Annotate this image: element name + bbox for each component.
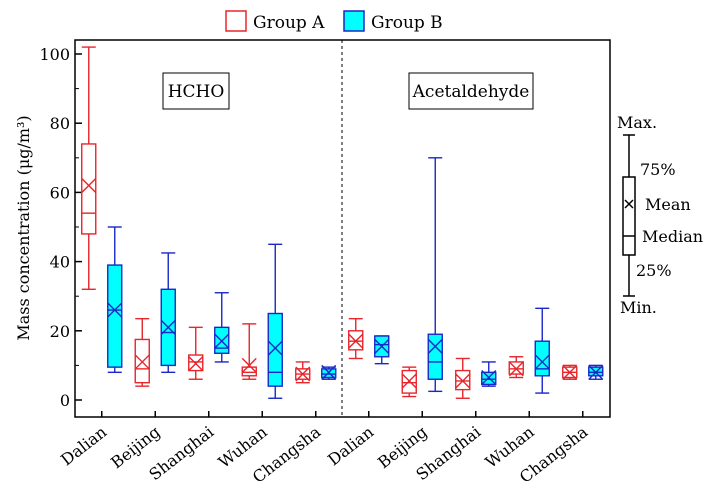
box-legend-q1: 25% — [636, 261, 672, 280]
box-group-b-dalian — [374, 335, 390, 365]
box-group-a-shanghai — [455, 357, 471, 399]
box-group-a-changsha — [295, 361, 311, 384]
x-tick-label: Dalian — [57, 422, 110, 469]
box-legend-q3: 75% — [640, 160, 676, 179]
box-group-a-wuhan — [508, 356, 524, 379]
box-group-a-changsha — [562, 364, 578, 380]
x-tick-label: Dalian — [324, 422, 377, 469]
box-legend-median: Median — [642, 227, 703, 246]
series-legend: Group A Group B — [225, 10, 443, 33]
mean-marker — [321, 364, 337, 380]
box-group-b-wuhan — [267, 243, 283, 399]
legend-swatch-group-b — [343, 10, 365, 32]
mean-marker — [267, 340, 283, 356]
box-legend: Max. 75% Mean Median 25% Min. — [617, 113, 703, 317]
svg-text:Acetaldehyde: Acetaldehyde — [412, 82, 530, 102]
legend-label-group-a: Group A — [253, 13, 325, 33]
panel-label-acetaldehyde: Acetaldehyde — [408, 72, 534, 110]
box-group-b-dalian — [107, 226, 123, 374]
box-group-a-beijing — [134, 317, 150, 387]
svg-text:HCHO: HCHO — [168, 82, 225, 102]
y-axis: 0 20 40 60 80 100 — [39, 45, 82, 410]
y-tick-label: 60 — [50, 183, 70, 202]
y-tick-label: 40 — [50, 253, 70, 272]
box-iqr — [267, 312, 283, 387]
mean-marker — [188, 356, 204, 372]
box-group-a-dalian — [348, 317, 364, 360]
mean-marker — [160, 319, 176, 335]
box-group-a-dalian — [81, 46, 97, 290]
box-iqr — [241, 366, 257, 377]
mean-marker — [134, 354, 150, 370]
mean-marker — [107, 302, 123, 318]
box-series — [81, 46, 604, 399]
mean-marker — [241, 357, 257, 373]
box-group-a-shanghai — [188, 326, 204, 380]
box-group-b-shanghai — [214, 292, 230, 363]
y-tick-label: 80 — [50, 114, 70, 133]
box-group-a-wuhan — [241, 323, 257, 380]
box-iqr — [427, 333, 443, 380]
mean-marker — [427, 338, 443, 354]
box-legend-max: Max. — [617, 113, 657, 132]
mean-marker — [588, 364, 604, 380]
mean-marker — [214, 333, 230, 349]
box-group-b-shanghai — [481, 361, 497, 387]
mean-marker — [374, 338, 390, 354]
mean-marker — [508, 361, 524, 377]
mean-marker — [455, 373, 471, 389]
panel-label-hcho: HCHO — [162, 72, 230, 110]
box-iqr — [107, 264, 123, 368]
box-iqr — [81, 143, 97, 235]
box-group-b-changsha — [321, 364, 337, 380]
y-tick-label: 0 — [60, 391, 70, 410]
mean-marker — [295, 366, 311, 382]
y-tick-label: 20 — [50, 322, 70, 341]
legend-label-group-b: Group B — [371, 13, 443, 33]
mean-marker — [534, 354, 550, 370]
box-iqr — [534, 340, 550, 377]
mean-marker — [348, 333, 364, 349]
legend-swatch-group-a — [225, 10, 247, 32]
y-tick-label: 100 — [39, 45, 70, 64]
box-group-b-wuhan — [534, 307, 550, 394]
box-legend-mean: Mean — [645, 195, 691, 214]
box-group-b-changsha — [588, 364, 604, 380]
box-group-b-beijing — [427, 157, 443, 393]
y-axis-label: Mass concentration (μg/m³) — [14, 115, 33, 340]
mean-marker — [481, 370, 497, 386]
mean-marker — [81, 177, 97, 193]
box-group-a-beijing — [401, 366, 417, 398]
box-legend-min: Min. — [620, 298, 657, 317]
mean-marker — [401, 373, 417, 389]
box-group-b-beijing — [160, 252, 176, 374]
mean-marker — [562, 364, 578, 380]
